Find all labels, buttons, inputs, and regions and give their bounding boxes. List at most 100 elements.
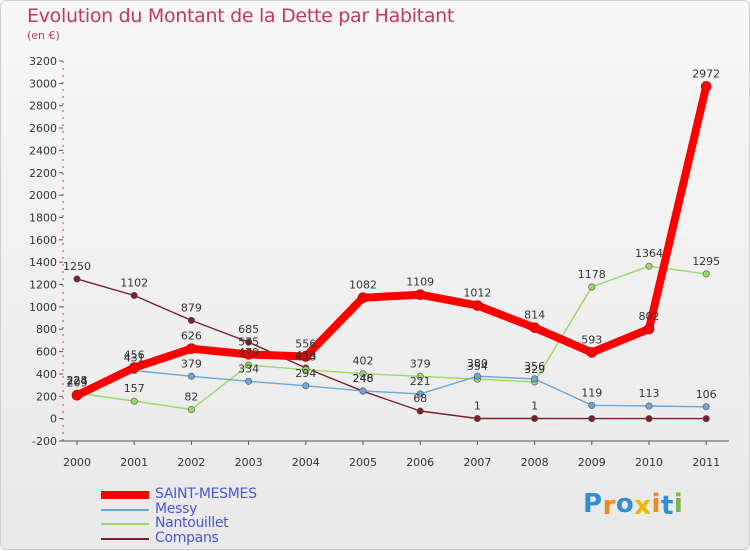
data-point (702, 270, 710, 278)
data-label: 453 (295, 349, 316, 362)
x-tick-label: 2009 (578, 456, 606, 469)
data-label: 879 (181, 301, 202, 314)
logo-letter: x (634, 491, 652, 521)
data-point (472, 300, 483, 311)
data-point (71, 389, 83, 401)
data-point (645, 415, 653, 423)
data-label: 246 (353, 372, 374, 385)
data-label: 248 (353, 372, 374, 385)
legend-label: Nantouillet (155, 515, 229, 531)
data-label: 1012 (463, 287, 491, 300)
data-label: 1178 (578, 268, 606, 281)
data-label: 228 (67, 374, 88, 387)
x-tick-label: 2004 (292, 456, 320, 469)
data-point (473, 372, 481, 380)
data-point (130, 291, 138, 299)
legend-item: SAINT-MESMES (101, 486, 321, 503)
data-label: 626 (181, 330, 202, 343)
series-line (76, 265, 707, 411)
y-tick-label: 3200 (29, 55, 57, 68)
data-point (416, 390, 424, 398)
data-point (128, 362, 140, 373)
y-tick-label: 0 (50, 413, 57, 426)
data-label: 221 (410, 375, 431, 388)
data-point (245, 338, 253, 346)
data-label: 113 (639, 387, 660, 400)
legend-item: Nantouillet (101, 515, 321, 532)
data-label: 479 (238, 346, 259, 359)
data-label: 456 (124, 349, 145, 362)
data-point (187, 372, 195, 380)
data-point (243, 349, 254, 360)
data-point (130, 397, 138, 405)
x-tick-label: 2007 (463, 456, 491, 469)
data-point (187, 405, 195, 413)
data-label: 402 (353, 355, 374, 368)
legend-swatch (101, 491, 149, 499)
y-tick-label: 2200 (29, 167, 57, 180)
series-line (76, 369, 707, 408)
data-point (700, 81, 712, 92)
y-tick-label: 200 (36, 390, 57, 403)
logo-letter: i (673, 489, 684, 519)
data-label: 119 (581, 386, 602, 399)
data-label: 1 (474, 400, 481, 413)
x-tick-label: 2008 (521, 456, 549, 469)
data-label: 354 (467, 360, 488, 373)
data-point (302, 366, 310, 374)
y-tick-label: 2400 (29, 144, 57, 157)
data-point (588, 401, 596, 409)
y-tick-label: 1200 (29, 279, 57, 292)
y-tick-label: 400 (36, 368, 57, 381)
data-point (186, 343, 197, 354)
data-point (416, 372, 424, 380)
data-point (645, 262, 653, 270)
data-point (531, 415, 539, 423)
data-point (187, 316, 195, 324)
y-tick-label: 2800 (29, 100, 57, 113)
data-point (529, 322, 540, 333)
legend-swatch (101, 523, 149, 525)
x-tick-label: 2011 (692, 456, 720, 469)
y-tick-label: 800 (36, 323, 57, 336)
data-label: 294 (295, 367, 316, 380)
legend-label: SAINT-MESMES (155, 486, 257, 502)
data-label: 1109 (406, 276, 434, 289)
x-tick-label: 2003 (235, 456, 263, 469)
data-label: 802 (639, 310, 660, 323)
legend-swatch (101, 508, 149, 511)
y-tick-label: 1600 (29, 234, 57, 247)
data-point (588, 415, 596, 423)
y-tick-label: 1400 (29, 256, 57, 269)
y-tick-label: 3000 (29, 77, 57, 90)
data-label: 685 (238, 323, 259, 336)
data-point (245, 377, 253, 385)
data-label: 1295 (692, 255, 720, 268)
legend-swatch (101, 537, 149, 540)
data-point (416, 407, 424, 415)
chart-subtitle: (en €) (27, 29, 60, 42)
series-lines (73, 82, 711, 420)
data-label: 379 (181, 357, 202, 370)
data-point (586, 347, 598, 358)
legend-label: Compans (155, 529, 219, 546)
x-tick-label: 2000 (63, 456, 91, 469)
data-label: 1250 (63, 260, 91, 273)
x-tick-label: 2005 (349, 456, 377, 469)
data-label: 1102 (120, 276, 148, 289)
data-point (359, 387, 367, 395)
data-point (702, 403, 710, 411)
y-tick-label: 2000 (29, 189, 57, 202)
data-label: 82 (184, 390, 198, 403)
legend-label: Messy (155, 500, 198, 517)
series-line (76, 278, 707, 420)
series-line (73, 82, 711, 400)
logo-letter: i (651, 489, 661, 519)
data-point (245, 361, 253, 369)
data-label: 2972 (692, 67, 720, 80)
data-point (414, 289, 426, 301)
data-label: 575 (238, 335, 259, 348)
data-label: 438 (295, 351, 316, 364)
